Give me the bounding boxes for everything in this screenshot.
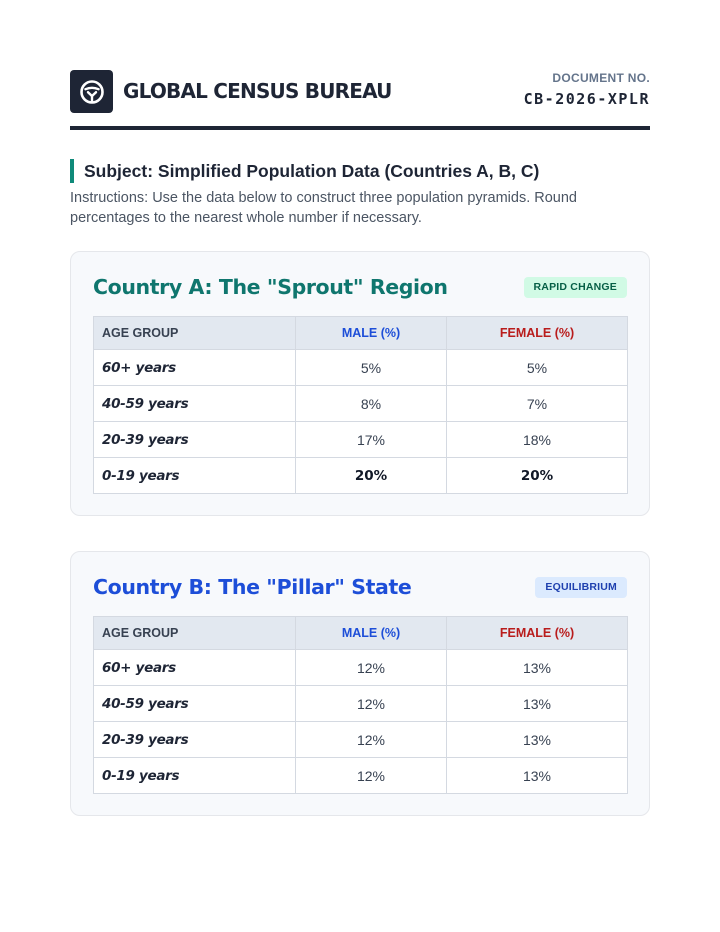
age-group-cell: 20-39 years [93, 721, 296, 758]
female-header: FEMALE (%) [446, 316, 628, 350]
male-cell: 12% [295, 721, 447, 758]
country-b-table: AGE GROUP MALE (%) FEMALE (%) 60+ years … [93, 616, 628, 794]
age-group-cell: 0-19 years [93, 457, 296, 494]
female-header: FEMALE (%) [446, 616, 628, 650]
country-a-table: AGE GROUP MALE (%) FEMALE (%) 60+ years … [93, 316, 628, 494]
country-b-title: Country B: The "Pillar" State [93, 575, 412, 599]
male-cell: 8% [295, 385, 447, 422]
document-header: GLOBAL CENSUS BUREAU DOCUMENT NO. CB-202… [70, 70, 650, 130]
table-row: 0-19 years 20% 20% [93, 457, 628, 494]
table-row: 40-59 years 8% 7% [93, 385, 628, 422]
country-a-title: Country A: The "Sprout" Region [93, 275, 448, 299]
table-row: 60+ years 5% 5% [93, 349, 628, 386]
document-number-label: DOCUMENT NO. [552, 71, 650, 85]
table-header-row: AGE GROUP MALE (%) FEMALE (%) [93, 616, 628, 650]
age-group-cell: 60+ years [93, 349, 296, 386]
table-row: 20-39 years 17% 18% [93, 421, 628, 458]
logo [70, 70, 113, 113]
male-cell: 5% [295, 349, 447, 386]
status-badge: EQUILIBRIUM [535, 577, 627, 598]
table-row: 20-39 years 12% 13% [93, 721, 628, 758]
female-cell: 7% [446, 385, 628, 422]
instructions-text: Instructions: Use the data below to cons… [70, 190, 577, 226]
female-cell: 13% [446, 685, 628, 722]
female-cell: 13% [446, 649, 628, 686]
organization-name: GLOBAL CENSUS BUREAU [123, 79, 392, 103]
male-cell: 20% [295, 457, 447, 494]
female-cell: 18% [446, 421, 628, 458]
male-cell: 17% [295, 421, 447, 458]
status-badge: RAPID CHANGE [523, 277, 627, 298]
age-group-cell: 60+ years [93, 649, 296, 686]
age-group-cell: 0-19 years [93, 757, 296, 794]
male-header: MALE (%) [295, 316, 447, 350]
document-number: CB-2026-XPLR [523, 90, 650, 108]
female-cell: 13% [446, 757, 628, 794]
country-b-card: Country B: The "Pillar" State EQUILIBRIU… [70, 551, 650, 816]
male-cell: 12% [295, 757, 447, 794]
age-group-cell: 20-39 years [93, 421, 296, 458]
table-row: 40-59 years 12% 13% [93, 685, 628, 722]
female-cell: 13% [446, 721, 628, 758]
female-cell: 20% [446, 457, 628, 494]
table-header-row: AGE GROUP MALE (%) FEMALE (%) [93, 316, 628, 350]
age-group-header: AGE GROUP [93, 616, 296, 650]
male-cell: 12% [295, 649, 447, 686]
male-cell: 12% [295, 685, 447, 722]
age-group-cell: 40-59 years [93, 385, 296, 422]
table-row: 0-19 years 12% 13% [93, 757, 628, 794]
male-header: MALE (%) [295, 616, 447, 650]
table-row: 60+ years 12% 13% [93, 649, 628, 686]
age-group-header: AGE GROUP [93, 316, 296, 350]
globe-icon [79, 79, 104, 104]
country-a-card: Country A: The "Sprout" Region RAPID CHA… [70, 251, 650, 516]
age-group-cell: 40-59 years [93, 685, 296, 722]
female-cell: 5% [446, 349, 628, 386]
subject-heading: Subject: Simplified Population Data (Cou… [70, 159, 539, 183]
